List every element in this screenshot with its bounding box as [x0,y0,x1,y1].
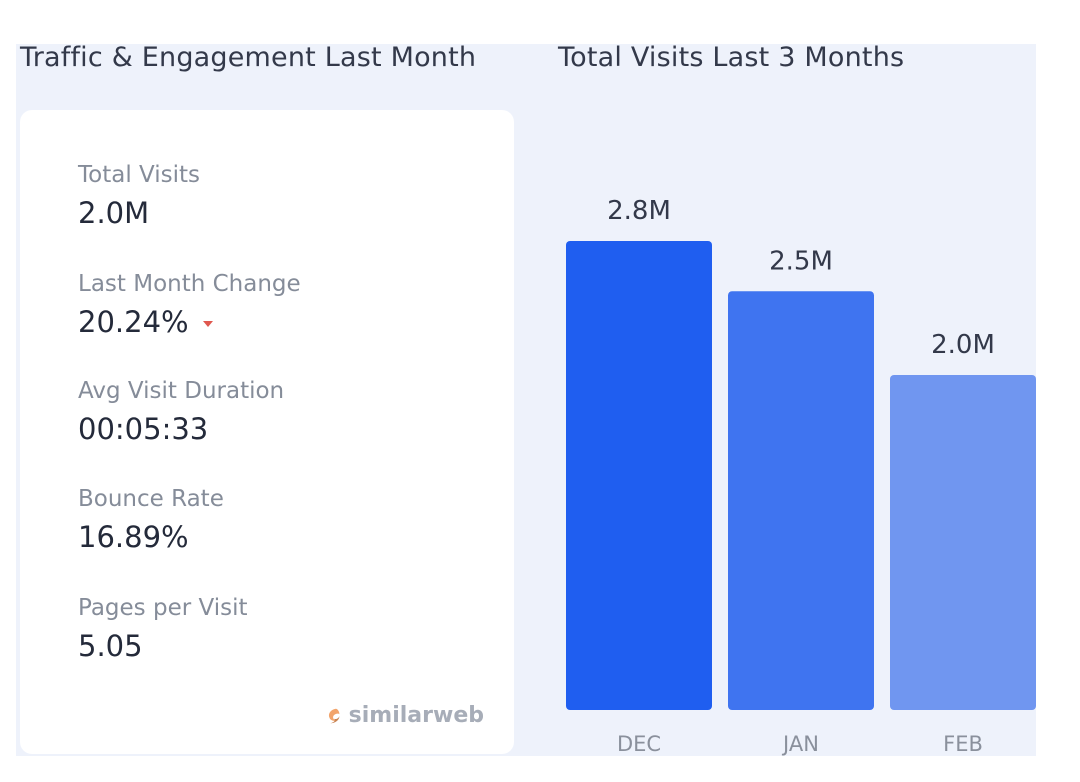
metric-value: 20.24% [78,305,301,339]
data-label-jan: 2.5M [769,246,833,276]
engagement-heading: Traffic & Engagement Last Month [20,42,477,73]
bar-feb[interactable] [890,375,1036,710]
metric-label: Total Visits [78,162,201,188]
similarweb-brand: similarweb [325,703,484,728]
metric-label: Last Month Change [78,271,301,297]
visits-chart-heading: Total Visits Last 3 Months [558,42,905,73]
metric-value: 00:05:33 [78,412,284,446]
metric-last-month-change: Last Month Change 20.24% [78,271,301,339]
bar-jan[interactable] [728,291,874,710]
total-visits-bar-chart: 2.8M DEC 2.5M JAN 2.0M FEB [566,196,1036,756]
metric-value: 5.05 [78,629,248,663]
metric-label: Pages per Visit [78,595,248,621]
metric-value: 2.0M [78,196,200,230]
brand-name: similarweb [348,703,484,728]
metric-value-text: 16.89% [78,520,189,554]
data-label-dec: 2.8M [607,196,671,226]
trend-down-icon [202,321,213,327]
category-label-dec: DEC [617,732,661,756]
data-label-feb: 2.0M [931,330,995,360]
metric-pages-per-visit: Pages per Visit 5.05 [78,595,248,663]
metric-total-visits: Total Visits 2.0M [78,162,200,230]
bars-layer: 2.8M DEC 2.5M JAN 2.0M FEB [566,196,1036,756]
metric-label: Avg Visit Duration [78,378,285,404]
engagement-card: Total Visits 2.0M Last Month Change 20.2… [20,110,514,754]
metric-avg-visit-duration: Avg Visit Duration 00:05:33 [78,378,284,446]
metric-value-text: 2.0M [78,196,150,230]
bar-dec[interactable] [566,241,712,710]
metric-label: Bounce Rate [78,486,224,512]
similarweb-logo-icon [328,708,340,723]
category-label-feb: FEB [943,732,983,756]
metric-value: 16.89% [78,520,224,554]
metric-value-text: 00:05:33 [78,412,209,446]
category-label-jan: JAN [781,732,819,756]
metric-value-text: 20.24% [78,305,189,339]
metric-value-text: 5.05 [78,629,143,663]
metric-bounce-rate: Bounce Rate 16.89% [78,486,224,554]
